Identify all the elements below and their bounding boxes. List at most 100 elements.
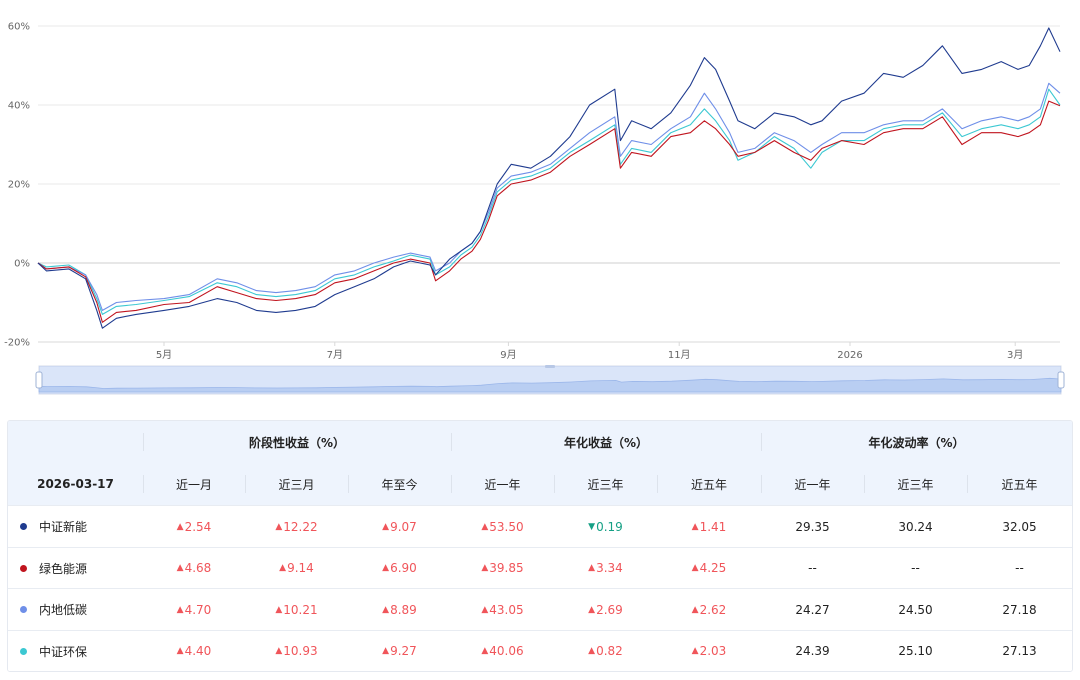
cell-value: 2.69 (596, 602, 623, 617)
up-triangle-icon: ▲ (176, 646, 184, 656)
group-header-annualized-volatility: 年化波动率（%） (868, 435, 965, 450)
up-triangle-icon: ▲ (382, 604, 390, 615)
x-tick-label: 9月 (500, 349, 516, 361)
table-cell: ▲ 3.34 (554, 548, 657, 589)
row-name: 绿色能源 (8, 548, 155, 589)
x-axis-ticks: 5月 7月 9月 11月 2026 3月 (38, 341, 1060, 361)
y-tick-label: -20% (4, 338, 30, 349)
cell-value: 9.27 (390, 644, 417, 658)
x-tick-label: 3月 (1007, 349, 1023, 361)
table-cell: 27.13 (967, 631, 1072, 672)
table-cell: -- (761, 548, 864, 589)
cell-value: 2.62 (699, 602, 727, 617)
down-triangle-icon: ▼ (588, 521, 596, 532)
table-cell: ▲ 4.70 (143, 589, 245, 630)
row-name-label: 内地低碳 (39, 603, 88, 617)
cell-value: 4.68 (184, 561, 212, 575)
column-header: 近一月 (175, 477, 212, 492)
cell-value: 29.35 (795, 519, 830, 534)
cell-value: 0.82 (596, 644, 623, 658)
cell-value: 4.25 (699, 561, 727, 575)
up-triangle-icon: ▲ (691, 646, 699, 656)
cell-value: -- (911, 561, 920, 575)
table-cell: ▲ 4.68 (143, 548, 245, 589)
series-line (37, 88, 1061, 315)
table-cell: ▲ 0.82 (554, 631, 657, 672)
cell-value: 1.41 (699, 519, 727, 534)
table-row: 绿色能源 ▲ 4.68 ▲ 9.14 ▲ 6.90 ▲ 39.85 ▲ 3.34 ▲ 4.25 -- -- -… (8, 546, 1072, 589)
legend-dot-icon (20, 606, 27, 613)
column-header: 近五年 (690, 477, 727, 492)
up-triangle-icon: ▲ (691, 604, 699, 615)
data-zoom-slider[interactable] (35, 365, 1065, 395)
x-tick-label: 7月 (327, 349, 343, 361)
row-name-label: 中证环保 (39, 644, 88, 659)
table-cell: ▲ 43.05 (451, 589, 554, 630)
chart-gridlines (38, 25, 1060, 343)
table-cell: 24.50 (864, 589, 967, 630)
y-axis-ticks: -20% 0% 20% 40% 60% (4, 22, 30, 349)
cell-value: 4.70 (184, 602, 212, 617)
cell-value: 43.05 (489, 602, 524, 617)
up-triangle-icon: ▲ (279, 563, 287, 573)
up-triangle-icon: ▲ (176, 604, 184, 615)
series-line (37, 82, 1061, 311)
table-cell: ▲ 9.27 (348, 631, 451, 672)
table-cell: ▲ 4.25 (657, 548, 761, 589)
up-triangle-icon: ▲ (481, 604, 489, 615)
table-cell: 24.27 (761, 589, 864, 630)
cell-value: 27.18 (1002, 602, 1037, 617)
zoom-slider-selection[interactable] (39, 366, 1061, 394)
table-cell: ▲ 9.14 (245, 548, 348, 589)
table-cell: 24.39 (761, 631, 864, 672)
performance-table: 阶段性收益（%） 年化收益（%） 年化波动率（%） 2026-03-17 近一月… (7, 420, 1073, 672)
cell-value: 53.50 (489, 519, 524, 534)
table-cell: ▲ 40.06 (451, 631, 554, 672)
column-header: 近一年 (794, 477, 831, 492)
cell-value: 10.93 (283, 644, 318, 658)
x-tick-label: 11月 (668, 349, 691, 361)
cell-value: 8.89 (390, 602, 417, 617)
table-cell: ▲ 2.69 (554, 589, 657, 630)
table-row: 中证环保 ▲ 4.40 ▲ 10.93 ▲ 9.27 ▲ 40.06 ▲ 0.82 ▲ 2.03 24.3… (8, 629, 1072, 672)
y-tick-label: 40% (8, 101, 30, 112)
up-triangle-icon: ▲ (481, 563, 489, 573)
series-line (37, 27, 1061, 329)
cell-value: 39.85 (489, 561, 524, 575)
table-cell: ▲ 53.50 (451, 506, 554, 547)
cell-value: 0.19 (596, 519, 623, 534)
cell-value: 12.22 (283, 519, 318, 534)
zoom-slider-left-handle[interactable] (35, 371, 43, 389)
table-cell: 27.18 (967, 589, 1072, 630)
group-header-period-return: 阶段性收益（%） (248, 435, 346, 450)
table-cell: ▲ 9.07 (348, 506, 451, 547)
table-cell: ▲ 2.62 (657, 589, 761, 630)
chart-series (37, 27, 1061, 329)
zoom-slider-move-handle[interactable] (545, 365, 555, 368)
cell-value: 10.21 (283, 602, 318, 617)
up-triangle-icon: ▲ (176, 521, 184, 532)
legend-dot-icon (20, 523, 27, 530)
row-name: 中证环保 (8, 631, 155, 672)
column-header: 近三年 (587, 477, 624, 492)
up-triangle-icon: ▲ (588, 646, 596, 656)
up-triangle-icon: ▲ (275, 521, 283, 532)
table-row: 中证新能 ▲ 2.54 ▲ 12.22 ▲ 9.07 ▲ 53.50 ▼ 0.19 ▲ 1.41 29.3… (8, 505, 1072, 547)
cell-value: 30.24 (898, 519, 933, 534)
cell-value: 6.90 (390, 561, 417, 575)
line-chart: -20% 0% 20% 40% 60% 5月 7月 9月 11月 2026 3月 (4, 22, 1065, 395)
cell-value: 40.06 (489, 644, 524, 658)
table-cell: 29.35 (761, 506, 864, 547)
zoom-slider-right-handle[interactable] (1057, 371, 1065, 389)
table-cell: -- (864, 548, 967, 589)
zoom-slider-overview (38, 377, 1062, 393)
up-triangle-icon: ▲ (691, 563, 699, 573)
legend-dot-icon (20, 647, 27, 655)
table-row: 内地低碳 ▲ 4.70 ▲ 10.21 ▲ 8.89 ▲ 43.05 ▲ 2.69 ▲ 2.62 24.2… (8, 588, 1072, 630)
table-cell: ▲ 10.93 (245, 631, 348, 672)
cell-value: 24.50 (898, 602, 933, 617)
cell-value: 24.39 (795, 644, 830, 658)
table-cell: ▲ 2.54 (143, 506, 245, 547)
cell-value: -- (1015, 561, 1024, 575)
cell-value: 27.13 (1002, 644, 1037, 658)
